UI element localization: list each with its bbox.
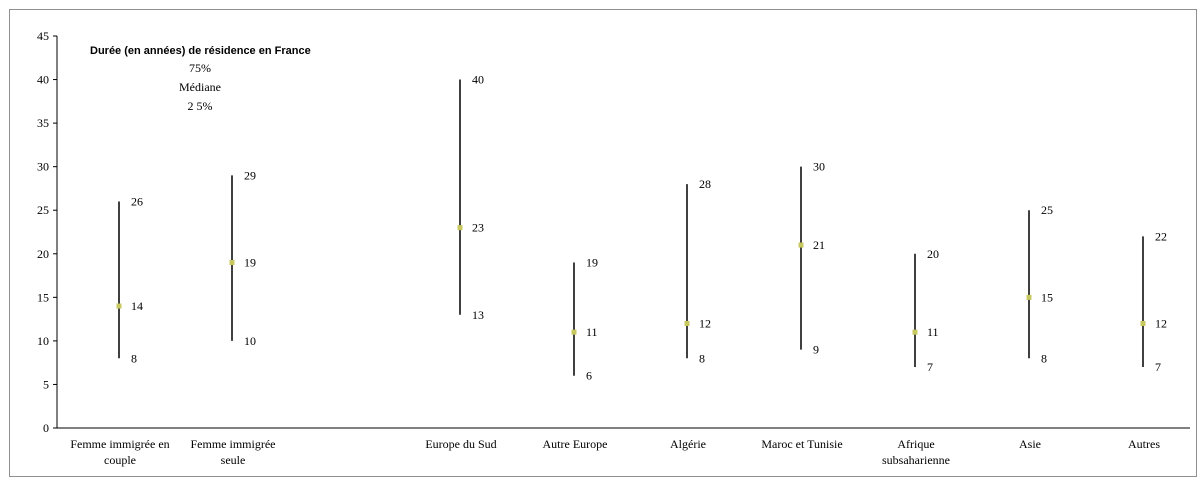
value-label-25: 13 <box>472 308 484 322</box>
value-label-median: 19 <box>244 255 256 269</box>
legend-median-label: Médiane <box>179 80 221 94</box>
value-label-75: 19 <box>586 255 598 269</box>
value-label-25: 8 <box>699 351 705 365</box>
x-category-label: couple <box>104 453 136 467</box>
value-label-25: 8 <box>131 351 137 365</box>
y-tick-label: 35 <box>37 116 49 130</box>
median-marker <box>229 259 235 265</box>
value-label-75: 22 <box>1155 229 1167 243</box>
value-label-25: 7 <box>1155 360 1161 374</box>
median-marker <box>798 242 804 248</box>
median-marker <box>684 320 690 326</box>
median-marker <box>571 329 577 335</box>
x-category-label: Autre Europe <box>543 437 608 451</box>
value-label-75: 40 <box>472 73 484 87</box>
legend-25-label: 2 5% <box>188 99 213 113</box>
value-label-75: 30 <box>813 160 825 174</box>
chart-frame: 0 5 10 15 20 25 30 35 40 45 Femme immigrée en coupl… <box>9 9 1197 477</box>
y-tick-label: 15 <box>37 290 49 304</box>
legend: Durée (en années) de résidence en France… <box>90 45 311 113</box>
y-tick-label: 10 <box>37 334 49 348</box>
chart-title: Durée (en années) de résidence en France <box>90 45 311 57</box>
value-label-75: 29 <box>244 168 256 182</box>
value-label-median: 11 <box>586 325 598 339</box>
y-tick-label: 30 <box>37 160 49 174</box>
x-category-label: Maroc et Tunisie <box>761 437 842 451</box>
value-label-25: 7 <box>927 360 933 374</box>
x-category-label: Autres <box>1128 437 1160 451</box>
value-label-75: 25 <box>1041 203 1053 217</box>
value-label-median: 14 <box>131 299 143 313</box>
legend-75-label: 75% <box>189 61 211 75</box>
median-marker <box>116 303 122 309</box>
value-label-median: 21 <box>813 238 825 252</box>
value-label-75: 26 <box>131 195 143 209</box>
median-marker <box>912 329 918 335</box>
value-label-75: 20 <box>927 247 939 261</box>
y-tick-label: 0 <box>43 421 49 435</box>
value-label-median: 11 <box>927 325 939 339</box>
x-category-label: subsaharienne <box>882 453 950 467</box>
y-tick-label: 45 <box>37 29 49 43</box>
x-category-label: Algérie <box>670 437 706 451</box>
value-label-median: 23 <box>472 221 484 235</box>
value-label-25: 9 <box>813 343 819 357</box>
x-category-label: Femme immigrée <box>191 437 276 451</box>
value-label-median: 12 <box>699 316 711 330</box>
x-category-label: Europe du Sud <box>425 437 496 451</box>
value-label-75: 28 <box>699 177 711 191</box>
y-tick-label: 5 <box>43 377 49 391</box>
value-label-25: 8 <box>1041 351 1047 365</box>
y-tick-label: 20 <box>37 247 49 261</box>
median-marker <box>1140 320 1146 326</box>
x-category-label: Afrique <box>897 437 934 451</box>
value-label-median: 15 <box>1041 290 1053 304</box>
axes: 0 5 10 15 20 25 30 35 40 45 Femme immigrée en coupl… <box>37 29 1190 467</box>
y-tick-label: 40 <box>37 73 49 87</box>
y-tick-label: 25 <box>37 203 49 217</box>
range-chart: 0 5 10 15 20 25 30 35 40 45 Femme immigrée en coupl… <box>37 29 1190 467</box>
median-marker <box>457 225 463 231</box>
x-category-label: Asie <box>1019 437 1041 451</box>
median-marker <box>1026 294 1032 300</box>
value-label-25: 6 <box>586 369 592 383</box>
x-category-label: seule <box>221 453 246 467</box>
x-category-label: Femme immigrée en <box>70 437 169 451</box>
value-label-median: 12 <box>1155 316 1167 330</box>
value-label-25: 10 <box>244 334 256 348</box>
chart-marks: 26 14 8 29 19 10 40 23 13 19 11 6 28 12 8 30 21 9 20 11 7 25 1… <box>116 73 1167 383</box>
